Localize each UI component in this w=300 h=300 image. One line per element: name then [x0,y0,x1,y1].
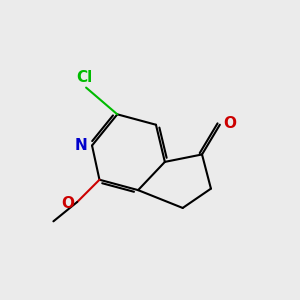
Text: O: O [223,116,236,131]
Text: O: O [61,196,74,211]
Text: Cl: Cl [76,70,93,85]
Text: N: N [75,138,88,153]
